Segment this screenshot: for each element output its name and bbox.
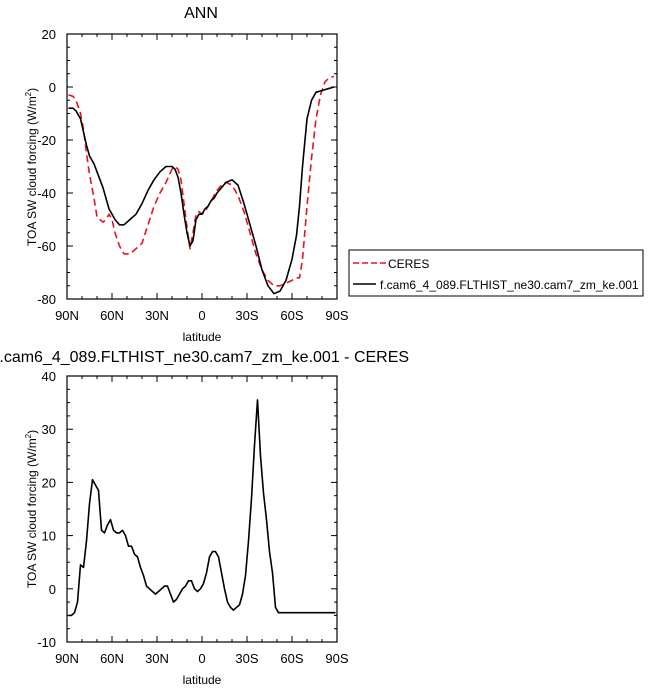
legend-label-model: f.cam6_4_089.FLTHIST_ne30.cam7_zm_ke.001	[380, 278, 639, 292]
bottom-y-tick-label: 0	[49, 582, 56, 597]
bottom-chart: f.cam6_4_089.FLTHIST_ne30.cam7_zm_ke.001…	[0, 349, 409, 687]
top-series-line-f-cam6-4-089-flthist-ne3	[68, 86, 335, 295]
top-x-tick-label: 60S	[280, 308, 303, 323]
bottom-x-tick-label: 60N	[100, 651, 124, 666]
top-chart-y-axis-label: TOA SW cloud forcing (W/m2)	[24, 88, 39, 246]
bottom-y-tick-label: 40	[42, 369, 56, 384]
top-x-tick-label: 30N	[145, 308, 169, 323]
top-y-tick-label: -60	[37, 239, 56, 254]
top-x-tick-label: 0	[198, 308, 205, 323]
bottom-series-line-difference	[68, 399, 336, 617]
top-plot-frame	[66, 33, 338, 300]
bottom-chart-x-axis-label: latitude	[183, 673, 222, 687]
top-chart-x-axis-label: latitude	[183, 330, 222, 344]
bottom-x-tick-label: 60S	[280, 651, 303, 666]
legend-label-ceres: CERES	[388, 257, 429, 271]
top-y-tick-label: -20	[37, 133, 56, 148]
top-y-tick-label: -40	[37, 186, 56, 201]
bottom-x-tick-label: 30S	[235, 651, 258, 666]
top-x-tick-label: 90N	[55, 308, 79, 323]
top-x-tick-label: 30S	[235, 308, 258, 323]
bottom-chart-title: f.cam6_4_089.FLTHIST_ne30.cam7_zm_ke.001…	[0, 349, 409, 366]
bottom-chart-y-axis-label: TOA SW cloud forcing (W/m2)	[24, 430, 39, 588]
top-y-tick-label: 20	[42, 27, 56, 42]
bottom-y-tick-label: 10	[42, 529, 56, 544]
bottom-x-tick-label: 90S	[325, 651, 348, 666]
top-chart-title: ANN	[184, 5, 218, 22]
top-chart: ANN TOA SW cloud forcing (W/m2) latitude…	[24, 5, 644, 344]
bottom-x-tick-label: 30N	[145, 651, 169, 666]
top-x-tick-label: 60N	[100, 308, 124, 323]
bottom-x-tick-label: 90N	[55, 651, 79, 666]
legend: CERES f.cam6_4_089.FLTHIST_ne30.cam7_zm_…	[348, 249, 644, 297]
top-x-tick-label: 90S	[325, 308, 348, 323]
top-series-line-ceres	[68, 75, 335, 287]
top-y-tick-label: -80	[37, 292, 56, 307]
bottom-plot-frame	[66, 375, 338, 643]
bottom-y-tick-label: 20	[42, 475, 56, 490]
top-y-tick-label: 0	[49, 80, 56, 95]
bottom-x-tick-label: 0	[198, 651, 205, 666]
bottom-y-tick-label: 30	[42, 422, 56, 437]
legend-box	[348, 249, 644, 297]
bottom-y-tick-label: -10	[37, 635, 56, 650]
